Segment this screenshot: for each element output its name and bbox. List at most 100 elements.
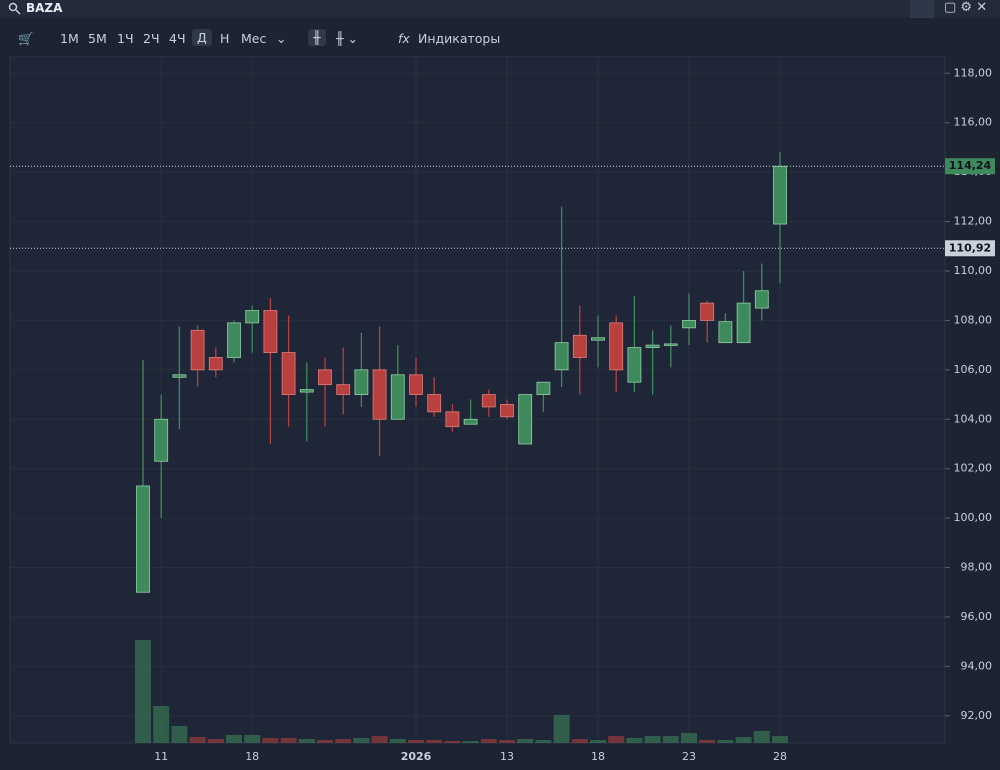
candle-body <box>518 394 533 445</box>
volume-bar <box>590 740 606 743</box>
volume-bar <box>499 740 515 743</box>
indicators[interactable]: Индикаторы <box>418 31 501 46</box>
volume-bar <box>735 737 752 743</box>
candle-body <box>190 329 205 371</box>
candle-body <box>136 485 150 593</box>
volume-bar <box>662 736 679 743</box>
cart-icon[interactable]: 🛒 <box>18 31 34 46</box>
volume-bar <box>189 737 206 743</box>
volume-bar <box>353 738 370 743</box>
volume-bar <box>772 736 788 743</box>
plot-area <box>9 56 946 744</box>
chart: 118,00116,00114,00112,00110,00108,00106,… <box>9 56 995 763</box>
candle-body <box>390 374 405 420</box>
candle-body <box>372 369 387 420</box>
interval[interactable]: 4Ч <box>169 31 186 46</box>
candle-body <box>445 411 460 428</box>
candle-body <box>773 165 787 225</box>
volume-bar <box>317 740 333 743</box>
y-tick-label: 110,00 <box>954 264 993 277</box>
title-bar: BAZA ▢ ⚙ ✕ <box>0 0 1000 18</box>
volume-bar <box>480 739 497 743</box>
volume-bar <box>626 738 643 743</box>
candle-body <box>591 337 605 341</box>
chart-type[interactable]: ╫ ⌄ <box>336 31 358 46</box>
candle-body <box>700 302 715 321</box>
interval[interactable]: 5М <box>88 31 107 46</box>
y-tick-label: 94,00 <box>961 659 993 672</box>
chart-type[interactable]: ╫ <box>308 29 326 46</box>
volume-bar <box>717 740 734 743</box>
y-tick-label: 106,00 <box>954 363 993 376</box>
volume-bar <box>553 715 570 743</box>
candle-body <box>208 357 223 371</box>
x-tick-label: 13 <box>500 750 514 763</box>
candle-body <box>172 374 187 378</box>
ticker[interactable]: BAZA <box>26 1 63 15</box>
interval[interactable]: 2Ч <box>143 31 160 46</box>
candle-body <box>754 290 769 309</box>
interval[interactable]: 1Ч <box>117 31 134 46</box>
candle-body <box>463 418 478 425</box>
candle-body <box>627 347 642 383</box>
candle-body <box>154 418 169 462</box>
candle-body <box>336 384 351 395</box>
volume-bar <box>371 736 388 743</box>
volume-bar <box>135 640 151 743</box>
volume-bar <box>335 739 352 743</box>
y-tick-label: 102,00 <box>954 462 993 475</box>
volume-bar <box>408 740 424 743</box>
interval[interactable]: 1М <box>60 31 79 46</box>
y-tick-label: 98,00 <box>961 561 993 574</box>
y-tick-label: 108,00 <box>954 313 993 326</box>
volume-bar <box>571 739 588 743</box>
candle-body <box>409 374 423 395</box>
volume-bar <box>153 706 170 743</box>
volume-bar <box>298 739 315 743</box>
volume-bar <box>280 738 297 743</box>
candle-body <box>299 389 314 393</box>
x-tick-label: 23 <box>682 750 696 763</box>
y-tick-label: 118,00 <box>954 66 993 79</box>
candle-body <box>718 321 733 344</box>
x-tick-label: 2026 <box>401 750 432 763</box>
volume-bar <box>444 741 461 743</box>
volume-bar <box>426 740 443 743</box>
price-label: 110,92 <box>949 241 991 254</box>
y-tick-label: 92,00 <box>961 709 993 722</box>
collapse-button[interactable] <box>910 0 934 18</box>
candle-body <box>536 381 551 395</box>
candle-body <box>572 334 587 358</box>
y-tick-label: 100,00 <box>954 511 993 524</box>
candle-body <box>227 322 241 358</box>
volume-bar <box>699 740 716 743</box>
interval[interactable]: Н <box>220 31 230 46</box>
x-tick-label: 11 <box>154 750 168 763</box>
fx-icon[interactable]: fx <box>398 31 410 46</box>
volume-bar <box>535 740 552 743</box>
x-tick-label: 18 <box>245 750 259 763</box>
candle-body <box>736 302 751 344</box>
search-icon[interactable] <box>8 2 22 16</box>
price-label-bg <box>945 158 995 175</box>
candle-body <box>609 322 624 371</box>
window-icons[interactable]: ▢ ⚙ ✕ <box>944 0 988 15</box>
volume-bar <box>389 739 406 743</box>
interval[interactable]: Мес <box>241 31 267 46</box>
volume-bar <box>517 739 534 743</box>
candle-body <box>427 394 442 413</box>
x-tick-label: 28 <box>773 750 787 763</box>
candle-body <box>281 352 296 395</box>
y-tick-label: 112,00 <box>954 215 993 228</box>
dropdown[interactable]: ⌄ <box>276 31 287 46</box>
candle-body <box>263 310 278 353</box>
volume-bar <box>681 733 697 743</box>
interval[interactable]: Д <box>192 29 212 46</box>
candle-body <box>682 320 696 329</box>
volume-bar <box>644 736 661 743</box>
candle-body <box>245 310 260 324</box>
price-label: 114,24 <box>949 159 992 172</box>
candle-body <box>663 343 678 346</box>
candle-body <box>354 369 369 395</box>
volume-bar <box>171 726 188 743</box>
